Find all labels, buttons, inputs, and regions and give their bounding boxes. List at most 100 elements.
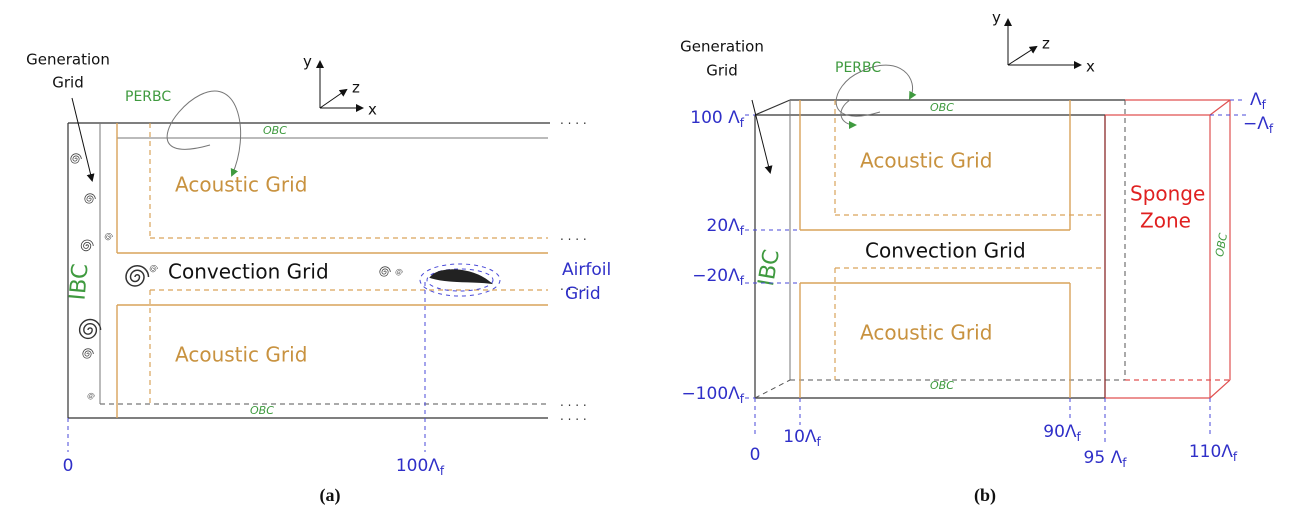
continuation-dots: · · · · bbox=[560, 399, 587, 413]
label-sub: f bbox=[1233, 450, 1238, 464]
label-text: Λ bbox=[1250, 90, 1262, 110]
label: OBC bbox=[930, 101, 954, 114]
label: Generation bbox=[26, 51, 110, 69]
arrow bbox=[71, 97, 95, 182]
label-text: 20Λ bbox=[707, 216, 741, 236]
label: Grid bbox=[706, 62, 737, 80]
airfoil bbox=[429, 269, 494, 285]
periodic-arrow bbox=[835, 64, 917, 117]
x-label: 95 Λf bbox=[1084, 448, 1128, 470]
x-label: 110Λf bbox=[1189, 442, 1238, 464]
label: Acoustic Grid bbox=[860, 149, 992, 173]
label-text: −100Λ bbox=[681, 384, 740, 404]
label: OBC bbox=[263, 124, 287, 137]
label-text: 0 bbox=[750, 445, 761, 465]
spiral bbox=[104, 233, 113, 241]
label: OBC bbox=[250, 404, 274, 417]
periodic-arrow bbox=[166, 90, 242, 177]
label: Acoustic Grid bbox=[175, 343, 307, 367]
label: Grid bbox=[52, 74, 83, 92]
x-label: 100Λf bbox=[396, 456, 445, 478]
label: Acoustic Grid bbox=[175, 173, 307, 197]
label: PERBC bbox=[125, 89, 171, 105]
spiral bbox=[80, 239, 94, 252]
label-sub: f bbox=[1269, 122, 1274, 136]
label-sub: f bbox=[817, 435, 822, 449]
axis-label: z bbox=[352, 79, 360, 97]
arrow bbox=[751, 99, 773, 174]
label-text: 0 bbox=[63, 456, 74, 476]
spiral bbox=[78, 318, 102, 340]
label: PERBC bbox=[835, 60, 881, 76]
spiral bbox=[125, 265, 150, 287]
panel-label: (b) bbox=[974, 485, 996, 506]
label-sub: f bbox=[740, 274, 745, 288]
panel-b: Generation Grid PERBC y z x OBC Acoustic… bbox=[680, 9, 1274, 507]
spiral bbox=[395, 268, 403, 276]
label-text: 110Λ bbox=[1189, 442, 1233, 462]
label-text: −20Λ bbox=[692, 266, 740, 286]
label: Sponge bbox=[1130, 182, 1205, 206]
spiral bbox=[87, 392, 95, 400]
label-sub: f bbox=[440, 464, 445, 478]
label-text: 95 Λ bbox=[1084, 448, 1123, 468]
continuation-dots: · · · · bbox=[560, 117, 587, 131]
y-label: −100Λf bbox=[681, 384, 744, 406]
edge bbox=[754, 99, 791, 116]
label: Zone bbox=[1140, 209, 1191, 233]
label: OBC bbox=[1213, 232, 1230, 258]
label: Acoustic Grid bbox=[860, 321, 992, 345]
continuation-dots: · · · · bbox=[560, 283, 587, 297]
y-label: 100 Λf bbox=[690, 108, 744, 130]
label-sub: f bbox=[740, 224, 745, 238]
label-text: 90Λ bbox=[1043, 422, 1077, 442]
label: Grid bbox=[565, 284, 601, 304]
label-sub: f bbox=[1122, 456, 1127, 470]
label: Generation bbox=[680, 38, 764, 56]
continuation-dots: · · · · bbox=[560, 413, 587, 427]
y-label: −20Λf bbox=[692, 266, 745, 288]
x-label: 90Λf bbox=[1043, 422, 1081, 444]
axis-label: x bbox=[1086, 58, 1095, 76]
edge bbox=[754, 379, 791, 399]
spiral bbox=[82, 348, 94, 359]
x-label: 10Λf bbox=[783, 427, 821, 449]
label: Convection Grid bbox=[168, 260, 329, 284]
axis-label: y bbox=[992, 9, 1001, 27]
spiral bbox=[149, 265, 158, 273]
edge bbox=[1209, 99, 1231, 116]
label-text: 100Λ bbox=[396, 456, 440, 476]
x-label: 0 bbox=[750, 445, 761, 465]
axis-label: y bbox=[303, 53, 312, 71]
spiral bbox=[84, 193, 96, 204]
edge bbox=[1209, 379, 1231, 399]
y-label: −Λf bbox=[1243, 114, 1274, 136]
periodic-arrow bbox=[840, 99, 857, 129]
label-sub: f bbox=[740, 392, 745, 406]
label: IBC bbox=[754, 248, 785, 288]
label: Airfoil bbox=[562, 260, 611, 280]
spiral bbox=[70, 153, 82, 164]
panel-label: (a) bbox=[320, 485, 341, 506]
label-text: 100 Λ bbox=[690, 108, 740, 128]
y-label: Λf bbox=[1250, 90, 1267, 112]
axis-arrow bbox=[1007, 45, 1038, 66]
label-sub: f bbox=[1262, 98, 1267, 112]
label-text: 10Λ bbox=[783, 427, 817, 447]
axis-arrow bbox=[319, 88, 348, 109]
label: OBC bbox=[930, 379, 954, 392]
label-sub: f bbox=[1077, 430, 1082, 444]
continuation-dots: · · · · bbox=[560, 233, 587, 247]
spiral bbox=[379, 266, 391, 277]
airfoil-grid bbox=[419, 263, 501, 297]
axis-label: z bbox=[1042, 35, 1050, 53]
label: IBC bbox=[65, 263, 93, 302]
airfoil-grid bbox=[426, 268, 494, 292]
label-sub: f bbox=[740, 116, 745, 130]
panel-a: · · · · · · · · · · · · · · · · · · · · … bbox=[26, 51, 611, 507]
x-label: 0 bbox=[63, 456, 74, 476]
label: Convection Grid bbox=[865, 239, 1026, 263]
axis-label: x bbox=[368, 101, 377, 119]
label-text: −Λ bbox=[1243, 114, 1269, 134]
